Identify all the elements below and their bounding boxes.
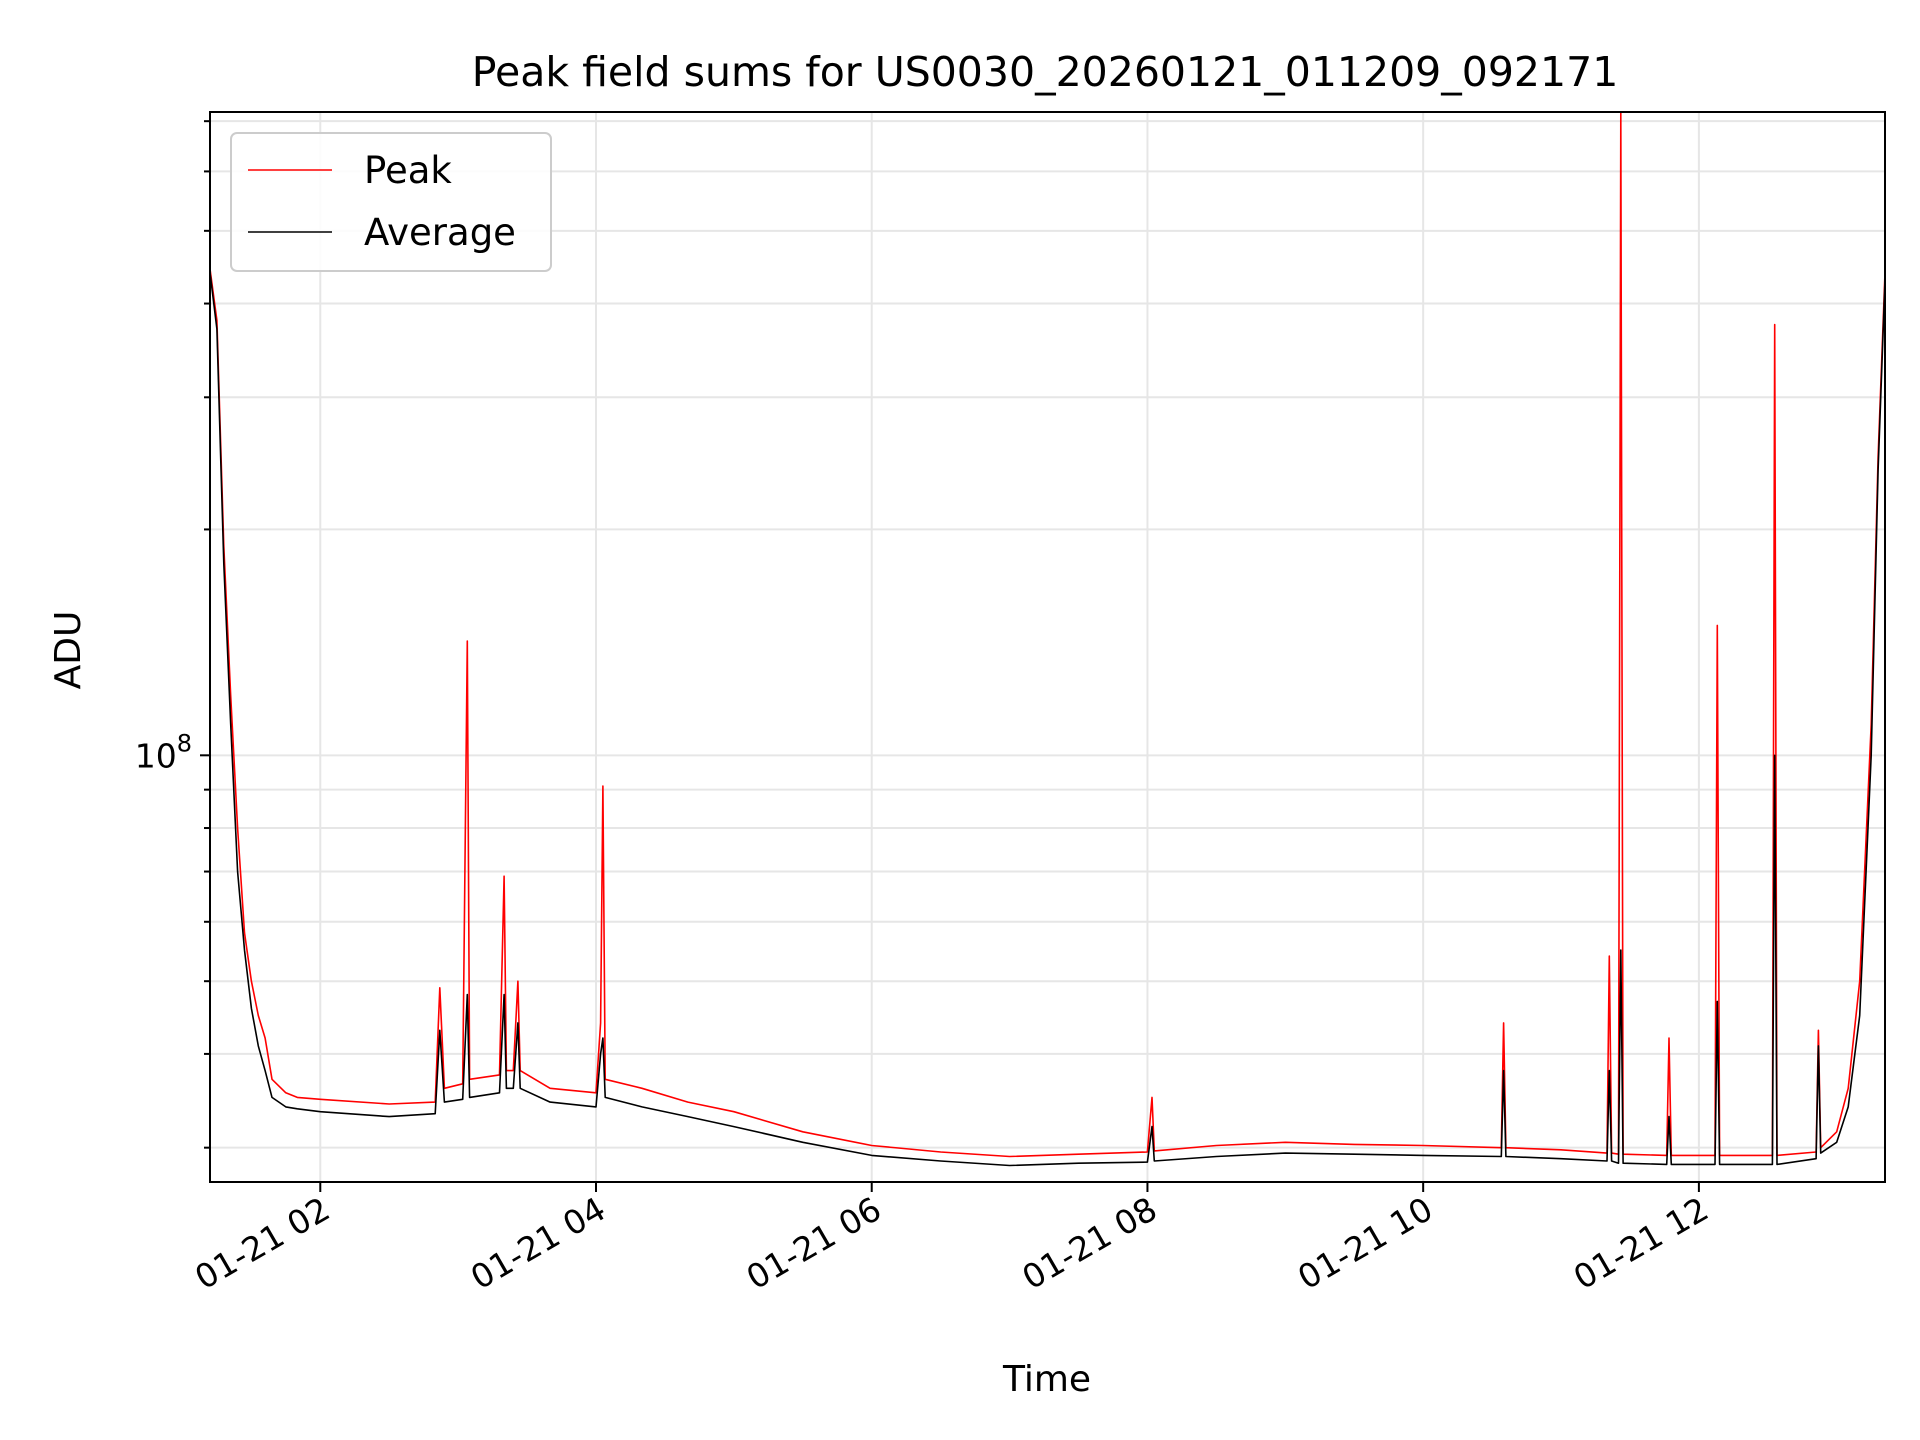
- y-tick-label-exponent: 8: [177, 729, 192, 757]
- legend-label-peak: Peak: [364, 149, 452, 192]
- y-axis: 108: [135, 120, 210, 1149]
- plot-frame: [209, 111, 1886, 1183]
- grid: [210, 112, 1885, 1182]
- y-axis-label: ADU: [48, 611, 89, 690]
- legend-box: [230, 132, 552, 272]
- legend-label-average: Average: [364, 211, 516, 254]
- x-axis-label: Time: [1002, 1359, 1091, 1400]
- y-tick-label: 108: [135, 729, 192, 775]
- legend: Peak Average: [230, 132, 552, 272]
- series-layer: [210, 112, 1885, 1167]
- y-tick-label-base: 10: [135, 736, 177, 775]
- series-line-average: [210, 272, 1885, 1167]
- series-line-peak: [210, 112, 1885, 1158]
- chart-title: Peak field sums for US0030_20260121_0112…: [472, 48, 1619, 96]
